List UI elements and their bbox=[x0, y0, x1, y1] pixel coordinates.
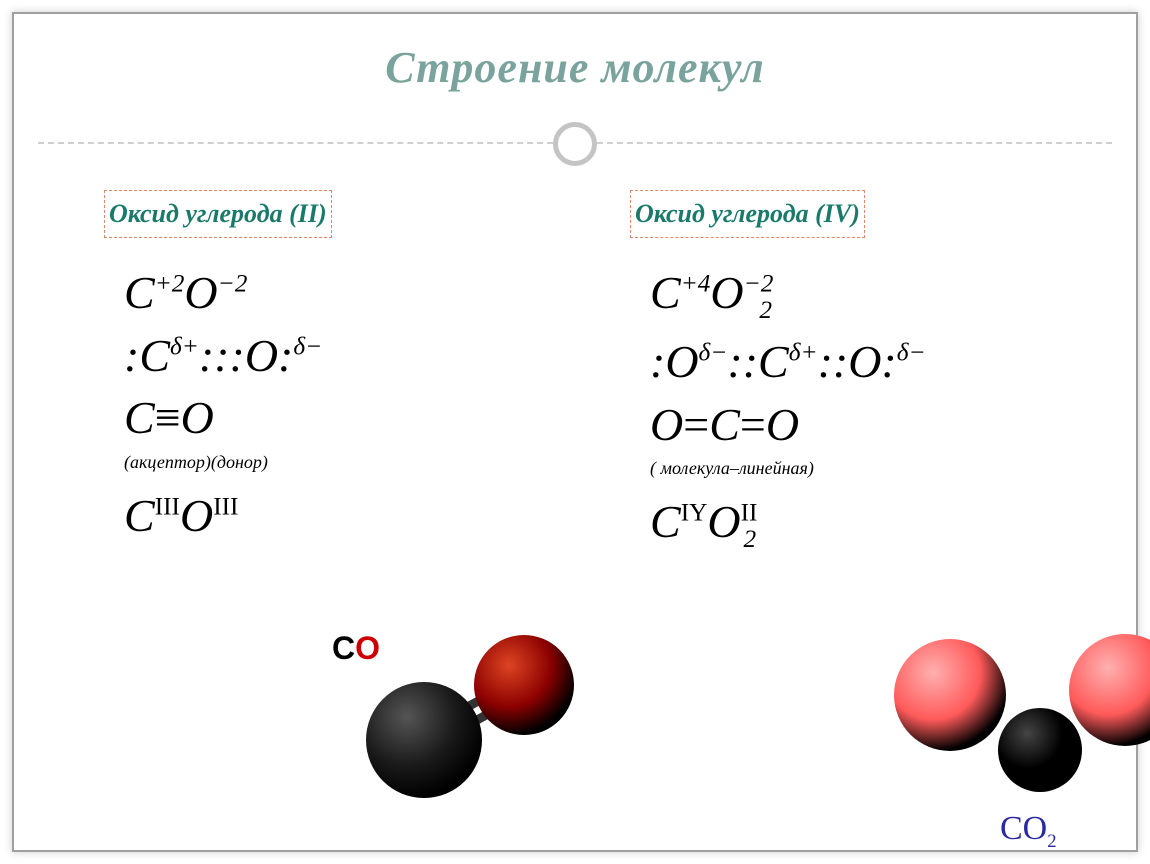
struct-bond: ≡ bbox=[155, 392, 181, 443]
val-c: C bbox=[124, 490, 155, 541]
co-structural: C≡O bbox=[124, 393, 570, 444]
o-charge: −2 bbox=[218, 270, 248, 298]
column-co: Оксид углерода (II) C+2O−2 :Cδ+:::O:δ− C… bbox=[54, 190, 570, 826]
lewis-o-delta: δ− bbox=[293, 332, 322, 360]
struct-o1: O bbox=[650, 399, 683, 450]
co2-valence: CIYOII2 bbox=[650, 497, 1096, 554]
val-o: O bbox=[707, 496, 740, 547]
struct-c: C bbox=[709, 399, 740, 450]
divider-ornament-icon bbox=[553, 122, 597, 166]
lewis-o1: :O bbox=[650, 336, 699, 387]
struct-b2: = bbox=[740, 399, 766, 450]
lewis-b1: :: bbox=[727, 336, 758, 387]
lewis-c-delta: δ+ bbox=[170, 332, 199, 360]
val-o-sub: 2 bbox=[743, 525, 756, 553]
co-oxidation-state: C+2O−2 bbox=[124, 268, 570, 319]
lewis-o1-delta: δ− bbox=[699, 339, 728, 367]
o-symbol: O bbox=[184, 267, 217, 318]
page-title: Строение молекул bbox=[14, 42, 1136, 93]
co2-caption-text: CO bbox=[1000, 810, 1047, 847]
o-symbol: O bbox=[710, 267, 743, 318]
co-lewis: :Cδ+:::O:δ− bbox=[124, 331, 570, 382]
co2-oxidation-state: C+4O−22 bbox=[650, 268, 1096, 325]
column-co-label: Оксид углерода (II) bbox=[104, 190, 332, 238]
val-o-roman: II bbox=[741, 499, 758, 527]
o-sub: 2 bbox=[759, 296, 772, 324]
columns-container: Оксид углерода (II) C+2O−2 :Cδ+:::O:δ− C… bbox=[54, 190, 1096, 826]
co2-formula-stack: C+4O−22 :Oδ−::Cδ+::O:δ− O=C=O ( молекула… bbox=[650, 268, 1096, 554]
struct-o: O bbox=[181, 392, 214, 443]
c-charge: +4 bbox=[681, 270, 711, 298]
column-co2-label: Оксид углерода (IV) bbox=[630, 190, 865, 238]
lewis-o2-delta: δ− bbox=[897, 339, 926, 367]
val-o: O bbox=[180, 490, 213, 541]
lewis-o: O: bbox=[245, 330, 294, 381]
c-symbol: C bbox=[124, 267, 155, 318]
co2-lewis: :Oδ−::Cδ+::O:δ− bbox=[650, 337, 1096, 388]
co2-caption-sub: 2 bbox=[1047, 831, 1056, 852]
c-charge: +2 bbox=[155, 270, 185, 298]
struct-b1: = bbox=[683, 399, 709, 450]
co2-molecule-icon bbox=[860, 580, 1150, 810]
c-symbol: C bbox=[650, 267, 681, 318]
column-co2: Оксид углерода (IV) C+4O−22 :Oδ−::Cδ+::O… bbox=[580, 190, 1096, 826]
co2-caption: CO2 bbox=[1000, 810, 1057, 853]
co-valence: CIIIOIII bbox=[124, 491, 570, 542]
note-acceptor: (акцептор) bbox=[124, 452, 211, 472]
lewis-bond: ::: bbox=[199, 330, 245, 381]
struct-c: C bbox=[124, 392, 155, 443]
lewis-c: C bbox=[758, 336, 789, 387]
lewis-o2: O: bbox=[848, 336, 897, 387]
co2-structural: O=C=O bbox=[650, 400, 1096, 451]
val-o-roman: III bbox=[213, 492, 238, 520]
co2-linear-note: ( молекула–линейная) bbox=[650, 458, 1096, 479]
co-donor-note: (акцептор)(донор) bbox=[124, 452, 570, 473]
val-c-roman: III bbox=[155, 492, 180, 520]
val-c-roman: IY bbox=[681, 499, 708, 527]
note-donor: (донор) bbox=[211, 452, 268, 472]
co-formula-stack: C+2O−2 :Cδ+:::O:δ− C≡O (акцептор)(донор)… bbox=[124, 268, 570, 541]
o-charge: −2 bbox=[744, 270, 774, 298]
lewis-c: :C bbox=[124, 330, 170, 381]
lewis-c-delta: δ+ bbox=[789, 339, 818, 367]
struct-o2: O bbox=[766, 399, 799, 450]
co-molecule-icon bbox=[304, 590, 604, 810]
slide-border: Строение молекул Оксид углерода (II) C+2… bbox=[12, 12, 1138, 852]
val-c: C bbox=[650, 496, 681, 547]
lewis-b2: :: bbox=[818, 336, 849, 387]
